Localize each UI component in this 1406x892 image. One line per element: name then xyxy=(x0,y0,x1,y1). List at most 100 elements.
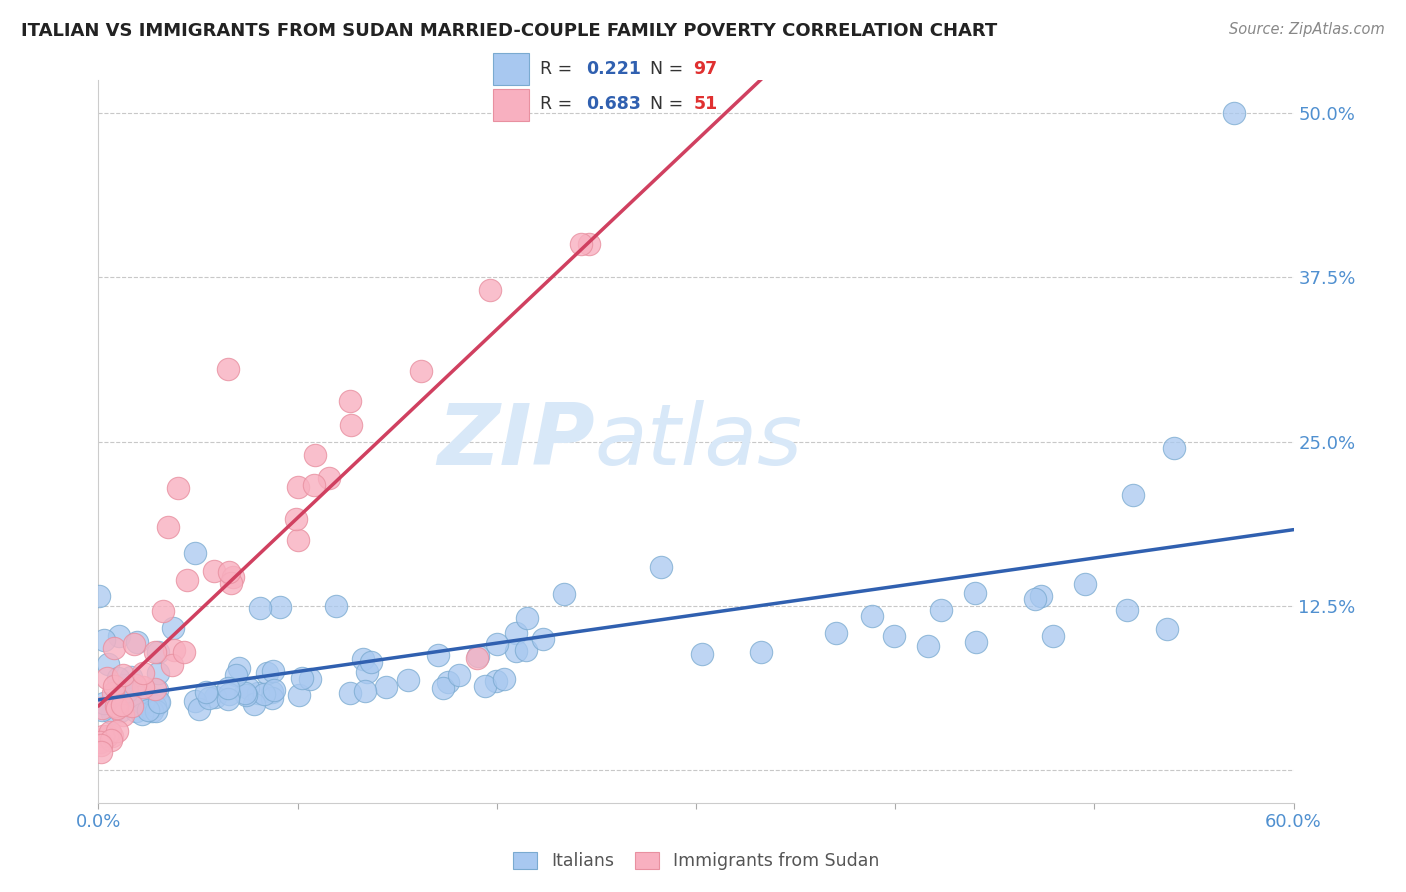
Point xyxy=(104,699,127,714)
Point xyxy=(492,672,515,686)
Point xyxy=(233,685,256,699)
Point xyxy=(262,664,284,678)
Point xyxy=(690,648,713,662)
Point xyxy=(260,690,283,705)
Point xyxy=(132,696,155,710)
Text: 0.221: 0.221 xyxy=(586,60,641,78)
Point xyxy=(1223,106,1246,120)
Point xyxy=(360,655,382,669)
Point xyxy=(160,658,183,673)
Point xyxy=(187,701,209,715)
Point xyxy=(195,684,218,698)
Point xyxy=(136,703,159,717)
Point xyxy=(917,639,939,653)
Point xyxy=(163,643,186,657)
Point xyxy=(152,604,174,618)
Point xyxy=(103,640,125,655)
Point xyxy=(298,672,321,686)
Point xyxy=(219,575,242,590)
Point xyxy=(486,637,509,651)
Point xyxy=(125,704,148,718)
Point xyxy=(247,686,270,700)
Point xyxy=(375,680,398,694)
Point xyxy=(131,680,153,694)
Point xyxy=(204,690,226,704)
Point xyxy=(427,648,450,662)
Point xyxy=(198,691,221,706)
Point xyxy=(287,688,309,702)
Point xyxy=(107,672,129,686)
Text: 51: 51 xyxy=(693,95,717,113)
Point xyxy=(146,695,169,709)
Text: atlas: atlas xyxy=(595,400,803,483)
Point xyxy=(965,635,987,649)
Point xyxy=(963,585,986,599)
Point xyxy=(173,645,195,659)
Point xyxy=(157,520,180,534)
Text: R =: R = xyxy=(540,95,578,113)
Point xyxy=(260,685,283,699)
Point xyxy=(218,566,240,580)
Point xyxy=(340,418,363,433)
Point xyxy=(304,448,326,462)
Point xyxy=(516,611,538,625)
Bar xyxy=(494,54,529,86)
Point xyxy=(90,703,112,717)
Point xyxy=(396,673,419,688)
Point xyxy=(108,629,131,643)
Point xyxy=(132,665,155,680)
Point xyxy=(111,707,134,722)
Point xyxy=(325,599,347,613)
Point xyxy=(176,573,198,587)
Point xyxy=(146,683,169,698)
Point xyxy=(100,706,122,721)
Point xyxy=(162,621,184,635)
Point xyxy=(222,569,245,583)
Point xyxy=(121,698,143,713)
Point xyxy=(485,674,508,689)
Point xyxy=(825,626,848,640)
Point xyxy=(318,470,340,484)
Point xyxy=(143,645,166,659)
Point xyxy=(287,480,309,494)
Point xyxy=(883,629,905,643)
Point xyxy=(249,601,271,615)
Point xyxy=(256,666,278,681)
Point xyxy=(235,688,257,702)
Point xyxy=(108,694,131,708)
Point xyxy=(105,700,128,714)
Point xyxy=(285,511,308,525)
Point xyxy=(531,632,554,647)
Point xyxy=(100,729,122,743)
Point xyxy=(650,559,672,574)
Point xyxy=(101,686,124,700)
Point xyxy=(97,657,120,671)
Point xyxy=(228,660,250,674)
Point xyxy=(1073,576,1095,591)
Point xyxy=(436,675,458,690)
Point xyxy=(105,724,128,739)
Point xyxy=(124,678,146,692)
Point xyxy=(263,683,285,698)
Text: 97: 97 xyxy=(693,60,717,78)
Point xyxy=(749,645,772,659)
Point xyxy=(218,687,240,701)
Point xyxy=(236,681,259,696)
Text: 0.683: 0.683 xyxy=(586,95,641,113)
Point xyxy=(352,652,374,666)
Point xyxy=(356,665,378,679)
Bar xyxy=(494,88,529,120)
Point xyxy=(860,609,883,624)
Point xyxy=(515,642,537,657)
Point xyxy=(1163,441,1185,455)
Point xyxy=(96,729,118,743)
Point xyxy=(89,589,111,603)
Point xyxy=(269,599,291,614)
Point xyxy=(302,478,325,492)
Point xyxy=(1122,488,1144,502)
Point xyxy=(929,603,952,617)
Point xyxy=(96,671,118,685)
Point xyxy=(569,237,592,252)
Point xyxy=(1029,589,1052,603)
Point xyxy=(127,635,149,649)
